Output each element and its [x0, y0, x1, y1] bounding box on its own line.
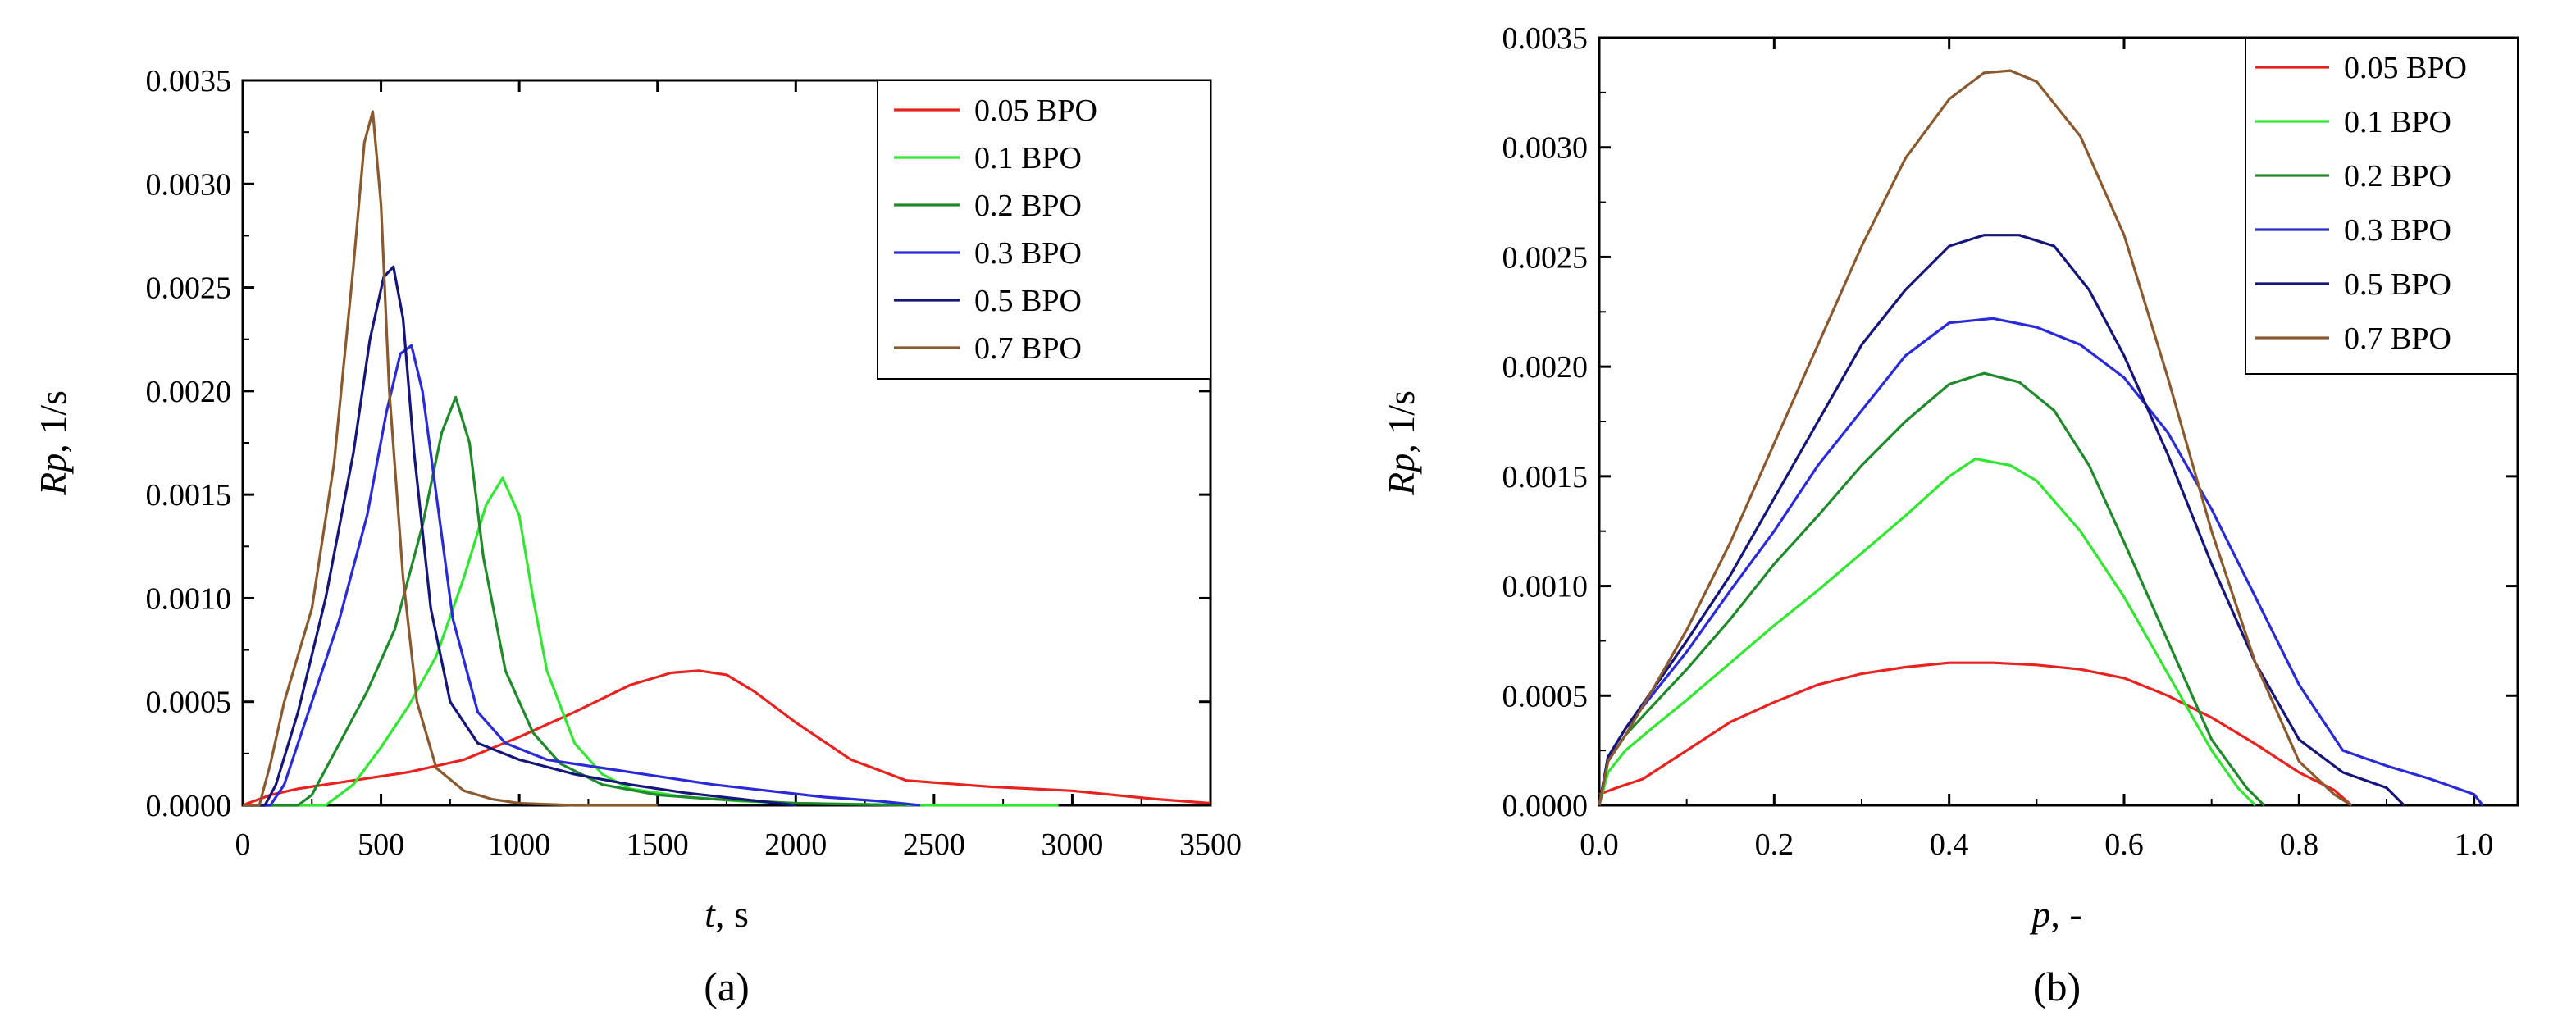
chart-panel-b: 0.00000.00050.00100.00150.00200.00250.00…	[1380, 21, 2519, 1009]
series-layer	[242, 110, 1211, 807]
y-tick-label: 0.0005	[1502, 679, 1589, 713]
series-line-0.2-bpo	[1598, 371, 2265, 807]
x-tick-label: 1500	[627, 827, 689, 862]
y-ticks: 0.0000 0.0005 0.0010 0.0015 0.0020 0.0025 0.00…	[1502, 21, 2518, 823]
legend-label: 0.7 BPO	[2344, 321, 2451, 356]
series-line-0.2-bpo	[243, 395, 907, 807]
series-line-0.3-bpo	[243, 344, 921, 807]
y-tick-label: 0.0035	[1502, 21, 1589, 56]
y-tick-label: 0.0010	[1502, 570, 1589, 604]
legend-box	[2245, 37, 2519, 375]
legend-label: 0.5 BPO	[2344, 267, 2451, 302]
legend-label: 0.2 BPO	[2344, 159, 2451, 194]
series-line-0.7-bpo	[1598, 69, 2353, 807]
legend-label: 0.5 BPO	[974, 284, 1082, 318]
x-tick-label: 1.0	[2455, 827, 2494, 862]
y-tick-label: 0.0005	[146, 686, 232, 720]
y-tick-label: 0.0020	[146, 375, 232, 409]
y-tick-label: 0.0035	[146, 64, 232, 98]
y-tick-label: 0.0000	[1502, 789, 1589, 823]
y-ticks: 0.0000 0.0005 0.0010 0.0015 0.0020 0.0025 0.00…	[146, 64, 1210, 823]
legend: 0.05 BPO 0.1 BPO 0.2 BPO 0.3 BPO 0.5 BPO 0.7 …	[2245, 37, 2519, 375]
y-tick-label: 0.0025	[146, 271, 232, 306]
y-axis-label: Rp, 1/s	[32, 390, 74, 496]
x-ticks: 0.0 0.2 0.4 0.6 0.8 1.0	[1580, 38, 2493, 862]
legend-box	[877, 80, 1211, 380]
x-tick-label: 3000	[1041, 827, 1103, 862]
x-tick-label: 2500	[903, 827, 965, 862]
legend-label: 0.2 BPO	[974, 189, 1082, 223]
legend: 0.05 BPO 0.1 BPO 0.2 BPO 0.3 BPO 0.5 BPO 0.7 …	[877, 80, 1211, 380]
legend-label: 0.05 BPO	[2344, 51, 2467, 85]
x-tick-label: 0.4	[1930, 827, 1969, 862]
series-line-0.5-bpo	[1598, 234, 2405, 807]
legend-label: 0.3 BPO	[974, 236, 1082, 271]
series-line-0.7-bpo	[243, 110, 658, 807]
y-tick-label: 0.0000	[146, 789, 232, 823]
x-tick-label: 0.6	[2104, 827, 2144, 862]
chart-panel-a: 0.0000 0.0005 0.0010 0.0015 0.0020 0.0025 0.00…	[32, 64, 1242, 1009]
x-tick-label: 2000	[764, 827, 827, 862]
x-axis-label: p, -	[2029, 893, 2081, 935]
panel-label-a: (a)	[704, 964, 750, 1009]
series-line-0.5-bpo	[243, 265, 796, 807]
x-tick-label: 1000	[488, 827, 550, 862]
legend-label: 0.7 BPO	[974, 331, 1082, 366]
legend-label: 0.1 BPO	[2344, 105, 2451, 139]
y-axis-label: Rp, 1/s	[1380, 390, 1422, 496]
x-tick-label: 500	[358, 827, 404, 862]
series-line-0.05-bpo	[1598, 661, 2353, 807]
series-layer	[1598, 69, 2484, 807]
y-tick-label: 0.0010	[146, 581, 232, 616]
y-tick-label: 0.0025	[1502, 240, 1589, 275]
y-tick-label: 0.0030	[146, 167, 232, 202]
series-line-0.3-bpo	[1598, 317, 2484, 806]
legend-label: 0.05 BPO	[974, 93, 1097, 128]
y-tick-label: 0.0015	[1502, 460, 1589, 494]
legend-label: 0.3 BPO	[2344, 213, 2451, 248]
x-tick-label: 0.8	[2280, 827, 2319, 862]
y-tick-label: 0.0030	[1502, 131, 1589, 166]
x-ticks: 0 500 1000 1500 2000 2500 3000 3500	[235, 80, 1242, 862]
x-axis-label: t, s	[704, 893, 749, 935]
series-line-0.1-bpo	[1598, 457, 2257, 807]
x-tick-label: 0.2	[1755, 827, 1794, 862]
x-tick-label: 0.0	[1580, 827, 1619, 862]
y-tick-label: 0.0020	[1502, 350, 1589, 385]
x-tick-label: 3500	[1179, 827, 1242, 862]
series-line-0.05-bpo	[242, 669, 1211, 807]
panel-label-b: (b)	[2033, 964, 2081, 1009]
x-tick-label: 0	[235, 827, 251, 862]
y-tick-label: 0.0015	[146, 478, 232, 513]
legend-label: 0.1 BPO	[974, 141, 1082, 175]
